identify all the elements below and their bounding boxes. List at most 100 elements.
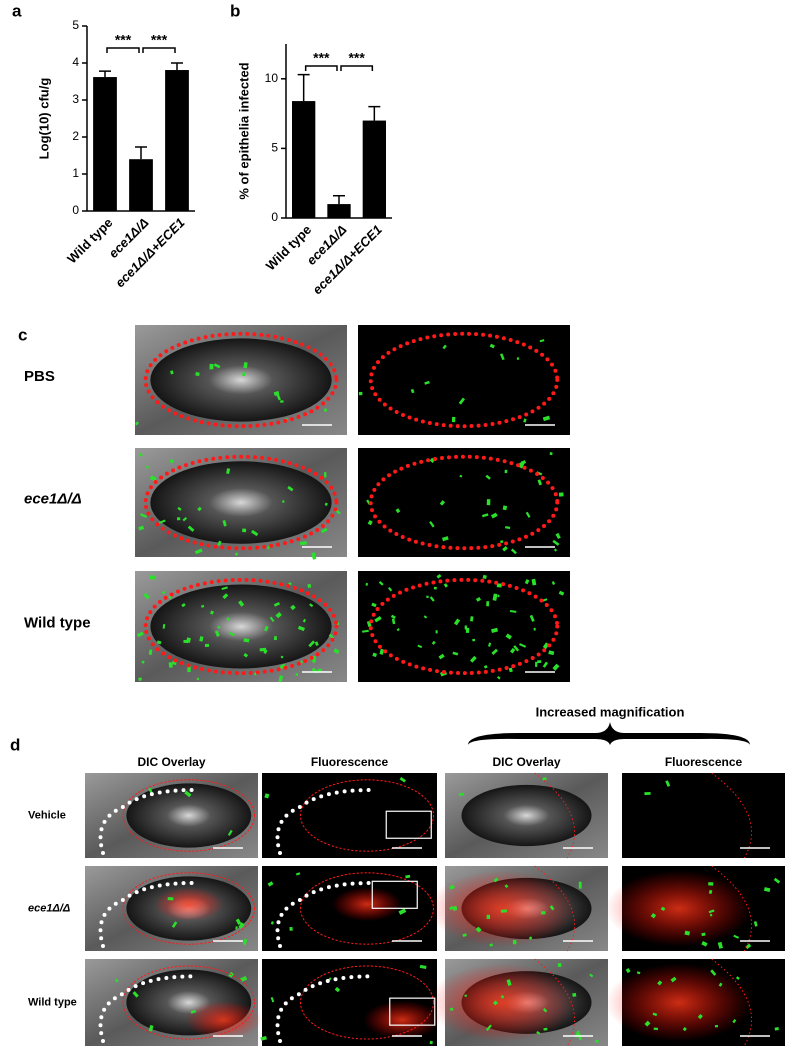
fungal-cell (506, 979, 512, 986)
fungal-cell (299, 541, 307, 546)
y-tick-label: 10 (265, 71, 279, 85)
fungal-cell (405, 874, 411, 879)
fungal-cell (243, 653, 249, 658)
fungal-cell (290, 604, 296, 611)
fungal-cell (234, 552, 239, 556)
fungal-cell (451, 416, 456, 423)
fungal-cell (273, 390, 280, 397)
fungal-cell (475, 926, 482, 933)
fungal-cell (378, 581, 384, 586)
fungal-cell (509, 610, 517, 613)
fungal-cell (145, 465, 149, 469)
epithelium-outline (368, 331, 560, 429)
fungal-cell (519, 643, 527, 648)
fungal-cell (644, 791, 651, 796)
significance-bracket (142, 47, 176, 53)
fungal-cell (665, 780, 671, 787)
magnification-note: Increased magnification (536, 704, 685, 719)
error-bar (297, 73, 310, 102)
fungal-cell (176, 517, 181, 521)
fungal-cell (516, 357, 520, 361)
fungal-cell (379, 648, 385, 655)
fungal-cell (367, 520, 373, 526)
fungal-cell (489, 343, 495, 349)
error-bar (333, 194, 345, 205)
fungal-cell (502, 546, 508, 552)
fungal-cell (429, 596, 435, 602)
fungal-cell (465, 627, 470, 633)
fungal-cell (735, 976, 740, 980)
fungal-cell (263, 649, 268, 654)
fungal-cell (439, 500, 446, 506)
fungal-cell (502, 505, 508, 511)
fungal-cell (391, 618, 396, 625)
fungal-cell (161, 590, 166, 595)
fungal-cell (270, 997, 275, 1003)
red-signal (605, 870, 753, 947)
fungal-cell (269, 616, 275, 623)
fungal-cell (708, 889, 713, 895)
significance-bracket (340, 65, 374, 71)
fungal-cell (169, 459, 174, 464)
fungal-cell (324, 472, 327, 478)
fungal-cell (433, 586, 437, 590)
fungal-cell (132, 991, 139, 998)
bar (327, 204, 351, 218)
lumen (461, 784, 592, 847)
duct-outline (275, 974, 373, 1043)
fungal-cell (529, 614, 535, 622)
fungal-cell (307, 583, 312, 588)
fungal-cell (149, 575, 156, 580)
epithelium-outline (711, 772, 753, 859)
fungal-cell (492, 593, 498, 601)
fungal-cell (497, 675, 501, 680)
fungal-cell (148, 1024, 154, 1032)
fungal-cell (458, 397, 466, 405)
fungal-cell (227, 829, 233, 836)
fungal-cell (469, 616, 474, 622)
fungal-cell (670, 976, 677, 983)
significance-label: *** (348, 50, 365, 66)
micrograph (428, 865, 608, 952)
fungal-cell (464, 994, 467, 997)
fungal-cell (499, 353, 505, 361)
column-header: DIC Overlay (137, 755, 205, 769)
fungal-cell (714, 1024, 719, 1028)
fungal-cell (653, 1027, 659, 1031)
fungal-cell (289, 926, 293, 931)
fungal-cell (426, 595, 429, 598)
column-header: DIC Overlay (492, 755, 560, 769)
fungal-cell (280, 400, 284, 403)
fungal-cell (312, 658, 316, 663)
fungal-cell (324, 502, 328, 506)
fungal-cell (197, 506, 202, 512)
fungal-cell (549, 905, 555, 911)
fungal-cell (260, 1035, 267, 1041)
column-header: Fluorescence (665, 755, 743, 769)
x-tick-label: Wild type (64, 215, 115, 266)
row-label: PBS (24, 368, 55, 385)
x-tick-label: Wild type (263, 222, 314, 273)
fungal-cell (358, 391, 363, 396)
fungal-cell (222, 593, 229, 600)
fungal-cell (170, 370, 174, 375)
duct-outline (275, 881, 373, 948)
fungal-cell (552, 663, 560, 671)
fungal-cell (333, 648, 340, 654)
fungal-cell (424, 380, 430, 385)
fungal-cell (143, 592, 150, 600)
fungal-cell (423, 615, 428, 619)
red-signal (605, 963, 753, 1042)
fungal-cell (273, 601, 281, 607)
fungal-cell (183, 639, 189, 644)
fungal-cell (181, 603, 186, 608)
fungal-cell (489, 943, 494, 947)
fungal-cell (323, 408, 328, 412)
y-tick-label: 4 (72, 55, 79, 69)
fungal-cell (753, 921, 758, 927)
fungal-cell (243, 638, 250, 643)
fungal-cell (535, 661, 538, 667)
micrograph (85, 866, 258, 951)
micrograph (622, 772, 785, 859)
